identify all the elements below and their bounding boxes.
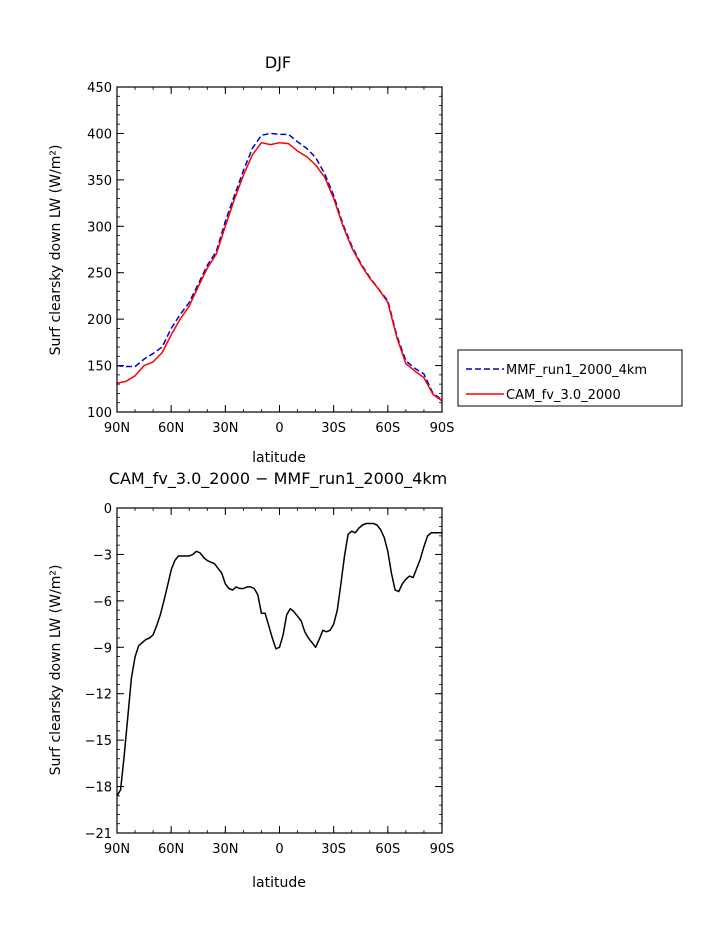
top-chart-xtick-label: 0 — [275, 421, 283, 436]
top-chart-ytick-label: 400 — [87, 127, 112, 142]
bottom-chart-ytick-label: 0 — [104, 502, 112, 517]
top-chart-ytick-label: 200 — [87, 313, 112, 328]
bottom-chart-ytick-label: −15 — [85, 734, 112, 749]
legend-box — [457, 349, 683, 407]
top-chart-ytick-label: 350 — [87, 174, 112, 189]
bottom-chart-ylabel: Surf clearsky down LW (W/m²) — [48, 565, 64, 776]
top-chart-ytick-label: 250 — [87, 267, 112, 282]
bottom-chart-series-line-0 — [116, 522, 442, 797]
bottom-chart-xtick-label: 90S — [430, 842, 455, 857]
top-chart-series — [116, 132, 443, 402]
bottom-chart-ytick-label: −6 — [93, 595, 112, 610]
bottom-chart-ytick-label: −3 — [93, 548, 112, 563]
bottom-chart-xtick-label: 90N — [104, 842, 130, 857]
bottom-chart-title: CAM_fv_3.0_2000 − MMF_run1_2000_4km — [109, 469, 447, 489]
top-chart-title: DJF — [265, 53, 291, 72]
top-chart-series-line-1 — [116, 141, 443, 402]
legend-label-mmf: MMF_run1_2000_4km — [506, 363, 647, 378]
bottom-chart-xtick-label: 60S — [375, 842, 400, 857]
bottom-chart-ytick-label: −12 — [85, 688, 112, 703]
top-chart-xtick-label: 30S — [321, 421, 346, 436]
top-chart-legend: MMF_run1_2000_4km CAM_fv_3.0_2000 — [457, 349, 683, 407]
top-chart-xtick-label: 90S — [430, 421, 455, 436]
top-chart-xtick-label: 90N — [104, 421, 130, 436]
top-chart-xtick-label: 60N — [158, 421, 184, 436]
top-chart-ylabel: Surf clearsky down LW (W/m²) — [48, 145, 64, 356]
top-chart-ytick-label: 300 — [87, 220, 112, 235]
bottom-chart: CAM_fv_3.0_2000 − MMF_run1_2000_4km 0 −3 −… — [48, 469, 454, 891]
legend-label-cam: CAM_fv_3.0_2000 — [506, 388, 621, 403]
top-chart-axes: 100 150 200 250 300 350 400 450 90N 60N 30N 0 30S 60S… — [87, 81, 454, 436]
bottom-chart-frame — [116, 507, 443, 834]
top-chart-ytick-label: 100 — [87, 406, 112, 421]
top-chart-xtick-label: 60S — [375, 421, 400, 436]
bottom-chart-ytick-label: −9 — [93, 641, 112, 656]
top-chart: DJF 100 150 200 250 300 350 400 450 90N 60N 30N 0 30… — [48, 53, 683, 466]
top-chart-xtick-label: 30N — [212, 421, 238, 436]
bottom-chart-xtick-label: 30S — [321, 842, 346, 857]
top-chart-series-line-0 — [116, 132, 443, 401]
bottom-chart-ytick-label: −18 — [85, 781, 112, 796]
top-chart-xlabel: latitude — [252, 450, 306, 466]
bottom-chart-ytick-label: −21 — [85, 827, 112, 842]
top-chart-frame — [116, 86, 443, 413]
top-chart-ytick-label: 150 — [87, 360, 112, 375]
top-chart-ytick-label: 450 — [87, 81, 112, 96]
bottom-chart-series — [116, 522, 442, 797]
bottom-chart-xtick-label: 30N — [212, 842, 238, 857]
bottom-chart-xlabel: latitude — [252, 875, 306, 891]
bottom-chart-xtick-label: 60N — [158, 842, 184, 857]
bottom-chart-xtick-label: 0 — [275, 842, 283, 857]
